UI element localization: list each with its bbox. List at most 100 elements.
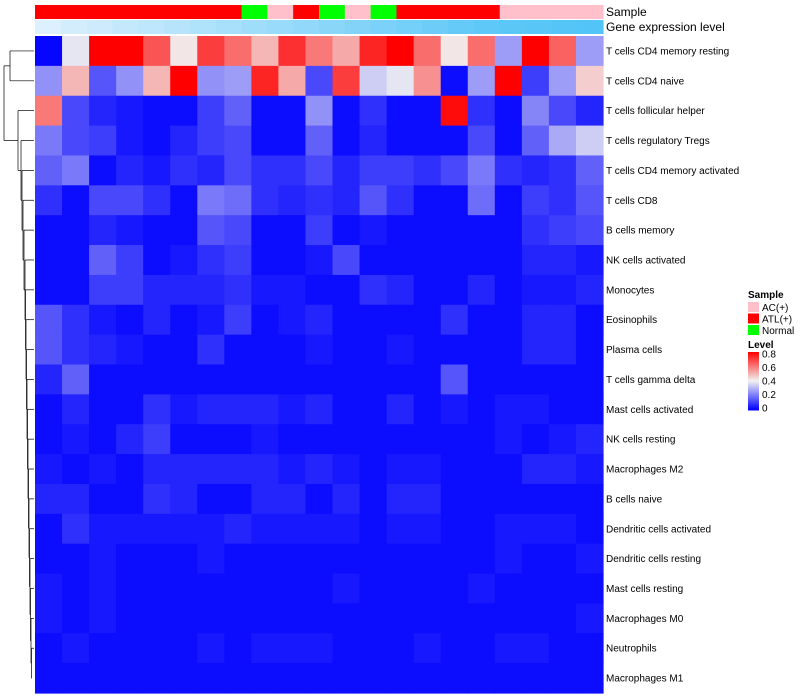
heatmap-cell xyxy=(440,394,469,425)
heatmap-cell xyxy=(197,573,225,605)
heatmap-cell xyxy=(35,633,63,664)
heatmap-cell xyxy=(548,543,577,575)
legend-label: ATL(+) xyxy=(762,315,792,326)
heatmap-cell xyxy=(89,155,117,186)
heatmap-cell xyxy=(440,633,469,664)
heatmap-cell xyxy=(89,334,117,366)
heatmap-cell xyxy=(413,334,442,366)
expression-annotation-cell xyxy=(86,20,114,34)
heatmap-cell xyxy=(89,245,117,276)
heatmap-cell xyxy=(278,155,307,186)
heatmap-cell xyxy=(467,573,496,605)
heatmap-cell xyxy=(305,394,334,425)
heatmap-cell xyxy=(278,454,307,485)
heatmap-cell xyxy=(224,95,252,127)
heatmap-cell xyxy=(548,334,577,366)
heatmap-cell xyxy=(548,424,577,455)
heatmap-cell xyxy=(413,185,442,216)
heatmap-cell xyxy=(305,36,334,67)
heatmap-cell xyxy=(332,185,361,216)
row-label: Neutrophils xyxy=(606,644,657,655)
heatmap-cell xyxy=(35,274,63,306)
heatmap-cell xyxy=(332,155,361,186)
heatmap-cell xyxy=(224,36,252,67)
heatmap-cell xyxy=(548,245,577,276)
heatmap-cell xyxy=(332,633,361,664)
heatmap-cell xyxy=(278,573,307,605)
heatmap-cell xyxy=(143,364,171,395)
legend-gradient-step xyxy=(748,401,759,403)
heatmap-cell xyxy=(35,364,63,395)
heatmap-cell xyxy=(305,65,334,97)
heatmap-cell xyxy=(575,364,604,395)
legend-gradient-step xyxy=(748,374,759,376)
heatmap-cell xyxy=(440,36,469,67)
row-label: Mast cells resting xyxy=(606,584,683,595)
heatmap-cell xyxy=(197,95,225,127)
heatmap-cell xyxy=(170,513,198,545)
heatmap-cell xyxy=(62,573,90,605)
heatmap-cell xyxy=(494,215,523,246)
heatmap-cell xyxy=(89,65,117,97)
heatmap-cell xyxy=(35,454,63,485)
heatmap-cell xyxy=(521,513,550,545)
heatmap-cell xyxy=(62,274,90,306)
heatmap-cell xyxy=(440,543,469,575)
row-label: T cells follicular helper xyxy=(606,106,705,117)
heatmap-cell xyxy=(35,245,63,276)
heatmap-cell xyxy=(170,394,198,425)
legend-gradient-step xyxy=(748,408,759,410)
heatmap-cell xyxy=(62,454,90,485)
expression-annotation-cell xyxy=(422,20,449,34)
heatmap-cell xyxy=(332,543,361,575)
heatmap-cell xyxy=(440,245,469,276)
heatmap-cell xyxy=(575,543,604,575)
expression-annotation-cell xyxy=(112,20,139,34)
legend-gradient-step xyxy=(748,373,759,375)
expression-annotation-cell xyxy=(448,20,475,34)
heatmap-cell xyxy=(305,364,334,395)
heatmap-cell xyxy=(575,603,604,634)
heatmap-cell xyxy=(170,274,198,306)
legend-gradient-step xyxy=(748,352,759,354)
heatmap-cell xyxy=(494,424,523,455)
heatmap-cell xyxy=(278,513,307,545)
heatmap-cell xyxy=(89,543,117,575)
heatmap-cell xyxy=(386,424,415,455)
legend-gradient-step xyxy=(748,377,759,379)
heatmap-cell xyxy=(89,304,117,336)
heatmap-cell xyxy=(143,65,171,97)
legend-tick-label: 0.4 xyxy=(762,377,776,388)
legend-gradient-step xyxy=(748,391,759,394)
heatmap-cell xyxy=(548,95,577,127)
heatmap-cell xyxy=(224,274,252,306)
heatmap-cell xyxy=(359,125,388,157)
heatmap-cell xyxy=(143,215,171,246)
heatmap-cell xyxy=(494,454,523,485)
heatmap-cell xyxy=(224,125,252,157)
heatmap-cell xyxy=(143,603,171,634)
heatmap-cell xyxy=(467,663,496,694)
sample-annotation-cell xyxy=(370,5,398,19)
heatmap-cell xyxy=(413,95,442,127)
heatmap-cell xyxy=(467,304,496,336)
heatmap-cell xyxy=(89,95,117,127)
heatmap-cell xyxy=(305,483,334,515)
expression-annotation-cell xyxy=(35,20,62,34)
expression-annotation-cell xyxy=(267,20,294,34)
row-label: NK cells activated xyxy=(606,255,685,266)
legend-swatch xyxy=(748,325,759,335)
row-label: Eosinophils xyxy=(606,315,657,326)
heatmap-cell xyxy=(197,394,225,425)
heatmap-cell xyxy=(413,543,442,575)
heatmap-cell xyxy=(521,215,550,246)
heatmap-cell xyxy=(278,424,307,455)
heatmap-cell xyxy=(116,36,144,67)
heatmap-cell xyxy=(197,424,225,455)
heatmap-cell xyxy=(332,36,361,67)
heatmap-cell xyxy=(386,125,415,157)
heatmap-cell xyxy=(494,155,523,186)
heatmap-cell xyxy=(494,364,523,395)
heatmap-cell xyxy=(386,663,415,694)
